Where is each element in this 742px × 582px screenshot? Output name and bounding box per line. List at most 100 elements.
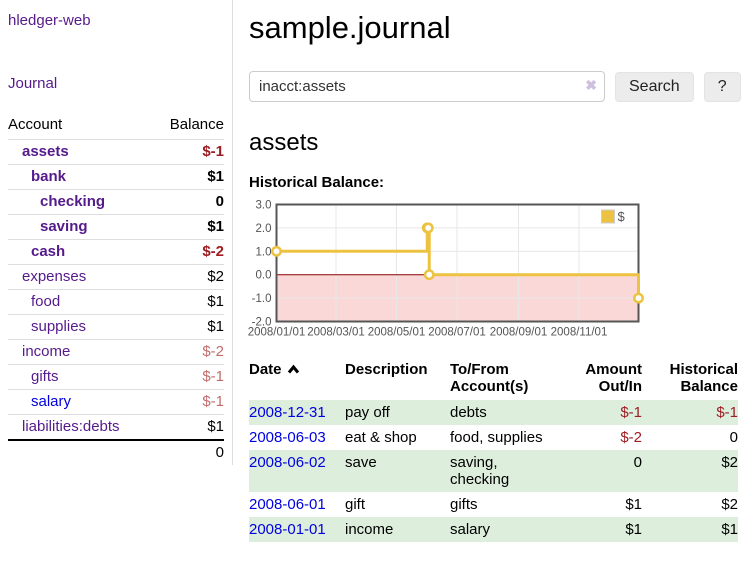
- register-header-date[interactable]: Date: [249, 361, 282, 378]
- account-row: salary $-1: [8, 389, 224, 415]
- transaction-date-link[interactable]: 2008-06-01: [249, 496, 326, 513]
- register-row[interactable]: 2008-01-01 income salary $1 $1: [249, 517, 738, 542]
- sort-chevron-up-icon: [287, 364, 299, 374]
- account-balance: $-2: [153, 339, 224, 365]
- account-link[interactable]: assets: [22, 143, 69, 160]
- search-button[interactable]: Search: [615, 71, 694, 102]
- account-link[interactable]: checking: [40, 193, 106, 210]
- account-row: bank $1: [8, 164, 224, 190]
- app-layout: hledger-web Journal Account Balance asse…: [0, 0, 742, 542]
- chart-section-label: Historical Balance:: [249, 174, 385, 191]
- help-button[interactable]: ?: [703, 71, 741, 102]
- account-row: income $-2: [8, 339, 224, 365]
- chart-border: [275, 203, 640, 323]
- legend-swatch: [601, 209, 615, 224]
- account-link[interactable]: saving: [40, 218, 88, 235]
- chart-marker: [633, 292, 644, 304]
- transaction-amount: $-1: [620, 404, 642, 421]
- account-balance: $1: [153, 214, 224, 240]
- account-link[interactable]: supplies: [31, 318, 87, 335]
- account-balance: $-1: [153, 139, 224, 165]
- y-axis-tick-label: -1.0: [252, 293, 272, 305]
- account-row: supplies $1: [8, 314, 224, 340]
- x-axis-tick-label: 2008/09/01: [490, 327, 548, 339]
- account-link[interactable]: food: [31, 293, 61, 310]
- y-axis-tick-label: 1.0: [256, 246, 272, 258]
- account-balance: $2: [153, 264, 224, 290]
- app-title-link[interactable]: hledger-web: [8, 12, 91, 29]
- accounts-table-body: assets $-1 bank $1 checking 0 saving $1 cash $-2 e…: [8, 139, 224, 440]
- account-link[interactable]: income: [22, 343, 71, 360]
- transaction-date-link[interactable]: 2008-01-01: [249, 521, 326, 538]
- sidebar-item-journal[interactable]: Journal: [8, 75, 58, 92]
- x-axis-tick-label: 2008/11/01: [551, 327, 608, 339]
- account-balance: $1: [153, 164, 224, 190]
- register-row[interactable]: 2008-06-03 eat & shop food, supplies $-2 0: [249, 425, 738, 450]
- account-link[interactable]: bank: [31, 168, 67, 185]
- register-header-balance: Historical Balance: [669, 361, 738, 395]
- search-form: ✖ Search ?: [249, 71, 742, 102]
- register-row[interactable]: 2008-06-02 save saving, checking 0 $2: [249, 450, 738, 492]
- y-axis-tick-label: 3.0: [256, 200, 272, 212]
- account-balance: $-2: [153, 239, 224, 265]
- transaction-balance: $2: [721, 496, 738, 513]
- transaction-amount: $-2: [620, 429, 642, 446]
- register-header-amount: Amount Out/In: [585, 361, 642, 395]
- transaction-description: gift: [345, 496, 366, 513]
- transaction-description: eat & shop: [345, 429, 417, 446]
- transaction-amount: $1: [625, 496, 642, 513]
- main-panel: sample.journal ✖ Search ? assets Histori…: [233, 0, 742, 542]
- transaction-description: save: [345, 454, 377, 471]
- account-row: cash $-2: [8, 239, 224, 265]
- transaction-date-link[interactable]: 2008-12-31: [249, 404, 326, 421]
- register-row[interactable]: 2008-06-01 gift gifts $1 $2: [249, 492, 738, 517]
- register-table-body: 2008-12-31 pay off debts $-1 $-1 2008-06-03 ea…: [249, 400, 738, 542]
- transaction-amount: 0: [633, 454, 642, 471]
- account-row: saving $1: [8, 214, 224, 240]
- account-row: food $1: [8, 289, 224, 315]
- account-link[interactable]: salary: [31, 393, 72, 410]
- search-input[interactable]: [249, 71, 605, 102]
- account-balance: 0: [153, 189, 224, 215]
- account-link[interactable]: expenses: [22, 268, 87, 285]
- account-balance: $1: [153, 414, 224, 440]
- chart-marker: [422, 222, 434, 234]
- legend-label: $: [618, 209, 626, 224]
- x-axis-tick-label: 2008/03/01: [307, 327, 365, 339]
- account-link[interactable]: liabilities:debts: [22, 418, 120, 435]
- accounts-header-balance: Balance: [169, 116, 224, 133]
- register-row[interactable]: 2008-12-31 pay off debts $-1 $-1: [249, 400, 738, 425]
- account-row: liabilities:debts $1: [8, 414, 224, 440]
- clear-search-icon[interactable]: ✖: [585, 77, 597, 93]
- account-link[interactable]: gifts: [31, 368, 59, 385]
- y-axis-tick-label: 2.0: [256, 223, 272, 235]
- transaction-amount: $1: [625, 521, 642, 538]
- transaction-balance: $2: [721, 454, 738, 471]
- register-header-accounts: To/From Account(s): [450, 361, 529, 395]
- balance-chart: $3.0 2.0 1.0 0.0 -1.0 -2.0 2008/01/01 2008/03/0…: [248, 200, 742, 343]
- transaction-accounts: salary: [450, 521, 491, 538]
- y-axis-tick-label: 0.0: [256, 270, 272, 282]
- transaction-accounts: debts: [450, 404, 487, 421]
- account-row: expenses $2: [8, 264, 224, 290]
- account-row: checking 0: [8, 189, 224, 215]
- x-axis-tick-label: 2008/05/01: [368, 327, 426, 339]
- accounts-table: Account Balance assets $-1 bank $1 checking 0…: [8, 112, 224, 465]
- account-row: assets $-1: [8, 139, 224, 165]
- x-axis-tick-label: 2008/07/01: [428, 327, 486, 339]
- transaction-balance: 0: [729, 429, 738, 446]
- account-balance: $-1: [153, 389, 224, 415]
- account-link[interactable]: cash: [31, 243, 66, 260]
- transaction-date-link[interactable]: 2008-06-03: [249, 429, 326, 446]
- account-balance: $1: [153, 289, 224, 315]
- sidebar: hledger-web Journal Account Balance asse…: [0, 0, 233, 465]
- register-table: Date Description To/From Account(s) Amou…: [249, 359, 738, 542]
- sidebar-nav: Journal: [8, 75, 224, 112]
- chart-marker: [271, 245, 282, 257]
- search-input-wrap: ✖: [249, 71, 605, 102]
- transaction-balance: $-1: [716, 404, 738, 421]
- account-page-title: assets: [249, 129, 319, 156]
- transaction-date-link[interactable]: 2008-06-02: [249, 454, 326, 471]
- y-axis-tick-label: -2.0: [252, 317, 272, 329]
